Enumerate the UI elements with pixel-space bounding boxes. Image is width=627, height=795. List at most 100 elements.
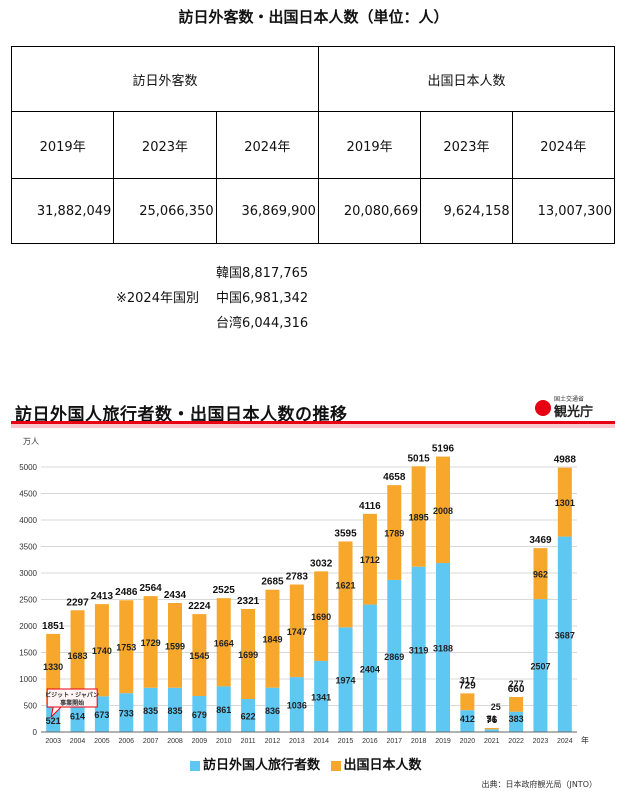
x-tick-label: 2023 [533, 738, 549, 745]
bar-visitors [387, 579, 402, 732]
bar-visitors [338, 627, 353, 732]
bar-visitors [241, 699, 256, 732]
data-label-visitors: 2404 [360, 664, 380, 674]
legend-swatch-departures [330, 760, 341, 771]
data-label-total: 4116 [359, 501, 381, 512]
bar-visitors [484, 729, 499, 732]
value-cell: 36,869,900 [215, 178, 319, 244]
bar-departures [338, 541, 353, 628]
bar-visitors [411, 566, 426, 732]
data-label-visitors: 51 [487, 714, 497, 724]
data-label-total: 3595 [334, 528, 357, 539]
data-label-departures: 1729 [141, 638, 161, 648]
data-label-visitors: 412 [460, 714, 475, 724]
data-label-departures: 2008 [433, 506, 453, 516]
bar-visitors [289, 677, 304, 732]
data-label-departures: 1621 [336, 580, 356, 590]
data-label-departures: 1599 [165, 641, 185, 651]
value-cell: 20,080,669 [317, 178, 422, 244]
data-label-departures: 1545 [189, 651, 209, 661]
x-tick-label: 2005 [94, 738, 110, 745]
chart-legend: 訪日外国人旅行者数 出国日本人数 [190, 754, 422, 773]
bar-visitors [436, 563, 450, 732]
data-label-total: 4988 [554, 455, 577, 466]
x-tick-label: 2007 [143, 738, 159, 745]
x-tick-label: 2021 [484, 738, 500, 745]
x-tick-label: 2012 [265, 738, 281, 745]
bar-departures [192, 614, 207, 697]
table-group-row: 訪日外客数 出国日本人数 [11, 46, 616, 112]
data-label-visitors: 679 [192, 710, 207, 720]
data-label-visitors: 835 [167, 706, 182, 716]
y-tick-label: 2500 [19, 596, 37, 605]
x-tick-label: 2003 [45, 738, 61, 745]
data-label-departures: 1330 [43, 662, 63, 672]
data-label-total: 2434 [164, 590, 187, 601]
bar-departures [387, 485, 402, 580]
data-label-departures: 317 [460, 675, 475, 685]
data-label-total: 729 [459, 680, 476, 691]
bar-departures [411, 466, 426, 567]
bar-departures [557, 467, 572, 537]
x-tick-label: 2008 [167, 738, 183, 745]
year-cell: 2024年 [511, 111, 616, 179]
x-tick-label: 2014 [313, 738, 329, 745]
bar-departures [216, 598, 231, 687]
data-label-visitors: 383 [509, 714, 524, 724]
data-label-departures: 1747 [287, 627, 307, 637]
data-label-departures: 1664 [214, 638, 234, 648]
chart-header: 訪日外国人旅行者数・出国日本人数の推移 国土交通省 観光庁 [11, 395, 615, 429]
data-label-visitors: 521 [46, 716, 61, 726]
year-cell: 2019年 [317, 111, 422, 179]
value-cell: 13,007,300 [511, 178, 616, 244]
data-label-visitors: 1036 [287, 701, 307, 711]
data-label-total: 2486 [115, 587, 138, 598]
bar-visitors [192, 696, 207, 732]
data-label-departures: 1690 [311, 612, 331, 622]
bar-visitors [265, 687, 280, 732]
data-label-visitors: 1974 [336, 676, 356, 686]
x-tick-label: 2011 [241, 738, 256, 745]
bar-departures [241, 608, 256, 700]
x-tick-label: 2010 [216, 738, 232, 745]
group-visitors-header: 訪日外客数 [11, 46, 319, 112]
y-tick-label: 2000 [19, 622, 37, 631]
annotation-box [46, 688, 98, 708]
data-label-total: 2224 [188, 601, 211, 612]
data-label-visitors: 836 [265, 706, 280, 716]
data-label-departures: 1740 [92, 646, 112, 656]
data-label-total: 5015 [408, 453, 431, 464]
data-label-visitors: 1341 [311, 692, 331, 702]
y-tick-label: 500 [24, 702, 38, 711]
bar-visitors [143, 687, 158, 732]
data-label-total: 2685 [261, 577, 284, 588]
data-label-visitors: 614 [70, 712, 85, 722]
bar-visitors [557, 536, 572, 732]
data-label-visitors: 3119 [409, 645, 429, 655]
bar-departures [289, 584, 304, 678]
bar-departures [436, 456, 450, 564]
data-label-departures: 25 [491, 702, 501, 712]
y-tick-label: 3500 [19, 543, 37, 552]
bar-departures [70, 610, 85, 700]
data-label-departures: 1753 [116, 643, 136, 653]
data-label-total: 76 [486, 715, 498, 726]
data-label-total: 2321 [237, 596, 260, 607]
data-label-visitors: 622 [241, 712, 256, 722]
data-label-total: 2525 [213, 585, 236, 596]
data-label-departures: 1789 [384, 529, 404, 539]
legend-swatch-visitors [190, 760, 200, 771]
data-label-total: 660 [508, 684, 525, 695]
y-tick-label: 4500 [19, 490, 37, 499]
y-tick-label: 4000 [19, 516, 37, 525]
bar-departures [362, 513, 377, 605]
bar-departures [460, 693, 475, 711]
note-label: ※2024年国別 [116, 291, 199, 306]
legend-label-visitors: 訪日外国人旅行者数 [203, 758, 321, 773]
data-label-total: 3469 [529, 535, 552, 546]
y-axis-label: 万人 [23, 437, 39, 446]
legend-label-departures: 出国日本人数 [343, 758, 422, 773]
x-axis-label: 年 [581, 735, 589, 745]
x-tick-label: 2015 [338, 738, 354, 745]
bar-departures [314, 571, 329, 661]
